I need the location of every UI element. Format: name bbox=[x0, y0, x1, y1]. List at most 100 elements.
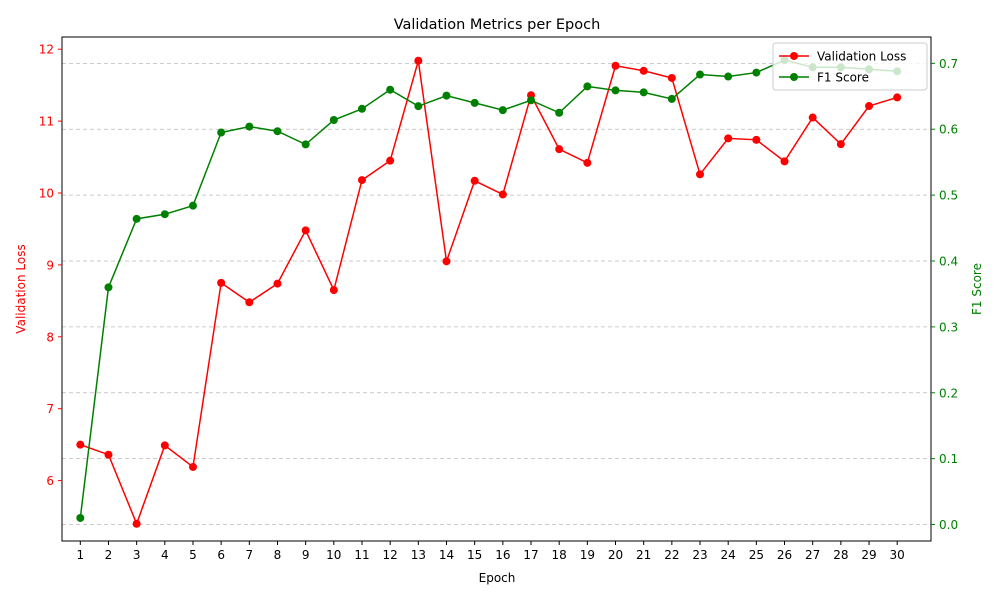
data-point-f1-score bbox=[724, 72, 733, 81]
legend-label-validation-loss: Validation Loss bbox=[817, 50, 906, 64]
left-y-axis-label: Validation Loss bbox=[14, 244, 28, 333]
data-point-f1-score bbox=[442, 91, 451, 100]
data-point-validation-loss bbox=[555, 145, 564, 154]
data-point-f1-score bbox=[667, 94, 676, 103]
left-y-tick-label: 9 bbox=[46, 258, 54, 272]
x-tick-label: 22 bbox=[664, 548, 679, 562]
data-point-f1-score bbox=[414, 102, 423, 111]
data-point-validation-loss bbox=[442, 257, 451, 266]
chart-title: Validation Metrics per Epoch bbox=[394, 17, 601, 33]
right-y-tick-label: 0.0 bbox=[939, 518, 958, 532]
x-tick-label: 4 bbox=[161, 548, 169, 562]
plot-frame bbox=[61, 36, 932, 542]
x-axis-label: Epoch bbox=[479, 571, 516, 585]
data-point-f1-score bbox=[188, 201, 197, 210]
x-tick-label: 6 bbox=[217, 548, 225, 562]
data-point-f1-score bbox=[752, 68, 761, 77]
data-point-f1-score bbox=[470, 98, 479, 107]
data-point-validation-loss bbox=[470, 176, 479, 185]
data-point-validation-loss bbox=[752, 135, 761, 144]
x-tick-label: 18 bbox=[552, 548, 567, 562]
x-tick-label: 8 bbox=[274, 548, 282, 562]
x-tick-label: 21 bbox=[636, 548, 651, 562]
data-point-validation-loss bbox=[245, 298, 254, 307]
data-point-validation-loss bbox=[104, 450, 113, 459]
data-point-f1-score bbox=[132, 214, 141, 223]
data-point-f1-score bbox=[329, 116, 338, 125]
x-tick-label: 24 bbox=[721, 548, 736, 562]
data-point-validation-loss bbox=[667, 73, 676, 82]
data-point-validation-loss bbox=[273, 279, 282, 288]
data-point-validation-loss bbox=[780, 157, 789, 166]
data-point-validation-loss bbox=[160, 441, 169, 450]
left-y-tick-label: 12 bbox=[39, 43, 54, 57]
right-y-tick-label: 0.2 bbox=[939, 386, 958, 400]
right-y-tick-label: 0.1 bbox=[939, 452, 958, 466]
left-y-tick-label: 7 bbox=[46, 402, 54, 416]
data-point-f1-score bbox=[386, 85, 395, 94]
x-tick-label: 3 bbox=[133, 548, 141, 562]
data-point-validation-loss bbox=[188, 462, 197, 471]
x-tick-label: 20 bbox=[608, 548, 623, 562]
legend-box bbox=[772, 42, 928, 91]
x-tick-label: 16 bbox=[495, 548, 510, 562]
data-point-validation-loss bbox=[357, 176, 366, 185]
data-point-validation-loss bbox=[893, 93, 902, 102]
data-point-validation-loss bbox=[865, 102, 874, 111]
data-point-f1-score bbox=[611, 86, 620, 95]
data-point-validation-loss bbox=[724, 134, 733, 143]
x-tick-label: 29 bbox=[861, 548, 876, 562]
series-layer bbox=[76, 56, 902, 528]
legend-label-f1-score: F1 Score bbox=[817, 71, 869, 85]
data-point-f1-score bbox=[527, 96, 536, 105]
data-point-validation-loss bbox=[329, 286, 338, 295]
right-y-tick-label: 0.4 bbox=[939, 255, 958, 269]
data-point-f1-score bbox=[498, 106, 507, 115]
x-tick-label: 26 bbox=[777, 548, 792, 562]
x-tick-label: 5 bbox=[189, 548, 197, 562]
data-point-validation-loss bbox=[611, 61, 620, 70]
x-tick-label: 2 bbox=[105, 548, 113, 562]
series-line-validation-loss bbox=[80, 60, 898, 526]
data-point-validation-loss bbox=[639, 66, 648, 75]
data-point-f1-score bbox=[357, 104, 366, 113]
x-tick-label: 25 bbox=[749, 548, 764, 562]
data-point-f1-score bbox=[273, 127, 282, 136]
data-point-f1-score bbox=[245, 122, 254, 131]
x-tick-label: 30 bbox=[890, 548, 905, 562]
data-point-f1-score bbox=[160, 210, 169, 219]
legend: Validation Loss F1 Score bbox=[772, 42, 928, 91]
gridlines bbox=[62, 62, 931, 525]
legend-swatch-f1-score-marker bbox=[790, 73, 798, 81]
x-tick-label: 13 bbox=[411, 548, 426, 562]
data-point-f1-score bbox=[639, 88, 648, 97]
x-tick-label: 15 bbox=[467, 548, 482, 562]
x-tick-label: 27 bbox=[805, 548, 820, 562]
data-point-validation-loss bbox=[808, 113, 817, 122]
right-y-tick-label: 0.5 bbox=[939, 189, 958, 203]
x-tick-label: 14 bbox=[439, 548, 454, 562]
left-y-tick-label: 10 bbox=[39, 187, 54, 201]
right-y-axis-label: F1 Score bbox=[970, 263, 984, 315]
data-point-f1-score bbox=[217, 128, 226, 137]
left-y-tick-label: 8 bbox=[46, 330, 54, 344]
right-y-axis: 0.0 0.1 0.2 0.3 0.4 0.5 0.6 0.7 bbox=[931, 57, 958, 532]
x-tick-label: 10 bbox=[326, 548, 341, 562]
left-y-tick-label: 6 bbox=[46, 474, 54, 488]
data-point-validation-loss bbox=[583, 158, 592, 167]
data-point-validation-loss bbox=[414, 56, 423, 65]
data-point-validation-loss bbox=[498, 190, 507, 199]
right-y-tick-label: 0.3 bbox=[939, 320, 958, 334]
data-point-f1-score bbox=[76, 513, 85, 522]
legend-swatch-validation-loss-marker bbox=[790, 52, 798, 60]
data-point-validation-loss bbox=[217, 278, 226, 287]
right-y-tick-label: 0.7 bbox=[939, 57, 958, 71]
x-tick-label: 1 bbox=[76, 548, 84, 562]
x-tick-label: 9 bbox=[302, 548, 310, 562]
x-tick-label: 12 bbox=[383, 548, 398, 562]
x-tick-label: 17 bbox=[523, 548, 538, 562]
left-y-tick-label: 11 bbox=[39, 115, 54, 129]
right-y-tick-label: 0.6 bbox=[939, 123, 958, 137]
x-tick-label: 11 bbox=[354, 548, 369, 562]
